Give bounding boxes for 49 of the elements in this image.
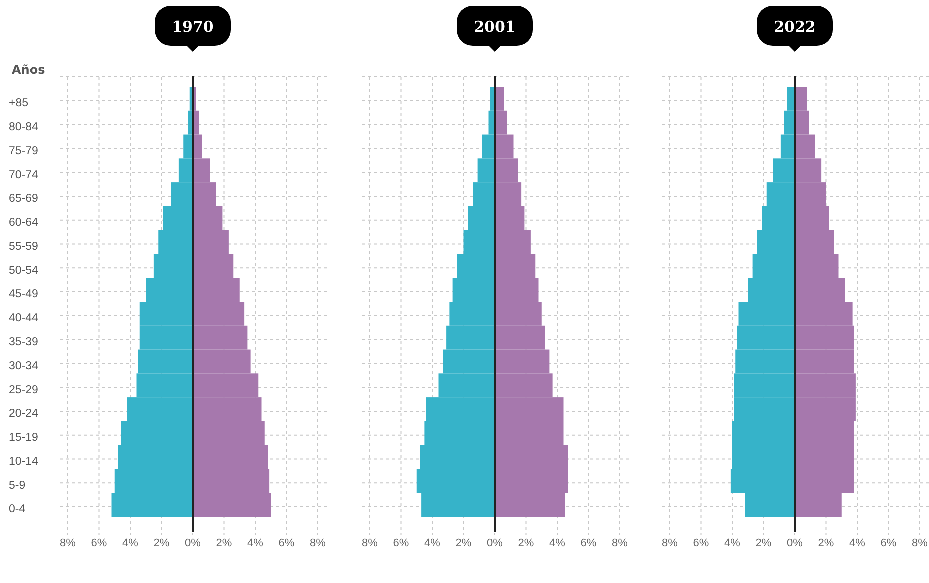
y-tick-label: 30-34: [9, 360, 40, 372]
x-tick-label: 6%: [278, 537, 295, 550]
y-tick-label: 10-14: [9, 456, 40, 468]
y-tick-label: 50-54: [9, 264, 40, 277]
chart-title: 1970: [172, 18, 214, 36]
x-tick-label: 0%: [185, 537, 202, 550]
y-tick-label: 55-59: [9, 240, 38, 253]
y-tick-label: 75-79: [9, 145, 38, 158]
x-tick-label: 2%: [216, 537, 232, 550]
x-tick-label: 4%: [724, 537, 741, 550]
y-axis-title: Años: [12, 63, 46, 77]
y-tick-label: 45-49: [9, 288, 38, 301]
y-tick-label: 20-24: [9, 408, 40, 420]
x-tick-label: 6%: [91, 537, 108, 550]
y-tick-label: 40-44: [9, 312, 40, 325]
x-tick-label: 0%: [487, 537, 504, 550]
x-tick-label: 6%: [693, 537, 710, 550]
y-tick-label: +85: [9, 98, 29, 110]
x-tick-label: 2%: [818, 537, 834, 550]
y-tick-label: 70-74: [9, 169, 40, 182]
x-tick-label: 2%: [756, 537, 772, 550]
x-tick-label: 6%: [393, 537, 410, 550]
y-tick-label: 15-19: [9, 432, 38, 444]
x-tick-label: 4%: [424, 537, 441, 550]
x-tick-label: 8%: [612, 537, 628, 550]
x-tick-label: 2%: [456, 537, 472, 550]
x-tick-label: 4%: [248, 537, 264, 550]
x-tick-label: 8%: [912, 537, 928, 550]
x-tick-label: 8%: [60, 537, 76, 550]
x-tick-label: 6%: [580, 537, 597, 550]
y-tick-label: 5-9: [9, 480, 26, 492]
x-tick-label: 4%: [550, 537, 566, 550]
x-tick-label: 8%: [362, 537, 378, 550]
x-tick-label: 8%: [310, 537, 326, 550]
y-tick-label: 35-39: [9, 336, 38, 349]
y-tick-label: 0-4: [9, 504, 26, 516]
x-tick-label: 6%: [880, 537, 897, 550]
chart-title: 2001: [474, 18, 516, 36]
x-tick-label: 4%: [850, 537, 866, 550]
x-tick-label: 2%: [154, 537, 170, 550]
x-tick-label: 0%: [787, 537, 804, 550]
x-tick-label: 4%: [122, 537, 139, 550]
y-tick-label: 60-64: [9, 217, 40, 230]
y-tick-label: 25-29: [9, 384, 38, 396]
x-tick-label: 2%: [518, 537, 534, 550]
y-tick-label: 80-84: [9, 122, 40, 134]
y-tick-label: 65-69: [9, 193, 38, 206]
x-tick-label: 8%: [662, 537, 678, 550]
chart-title: 2022: [774, 18, 816, 36]
